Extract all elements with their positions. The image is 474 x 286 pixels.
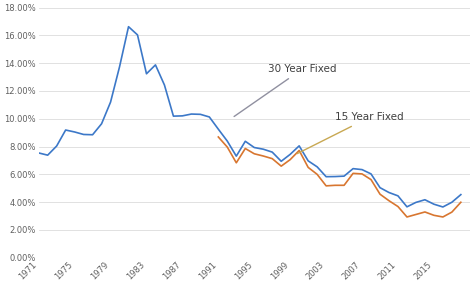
Text: 30 Year Fixed: 30 Year Fixed [234, 64, 336, 116]
Text: 15 Year Fixed: 15 Year Fixed [297, 112, 404, 154]
